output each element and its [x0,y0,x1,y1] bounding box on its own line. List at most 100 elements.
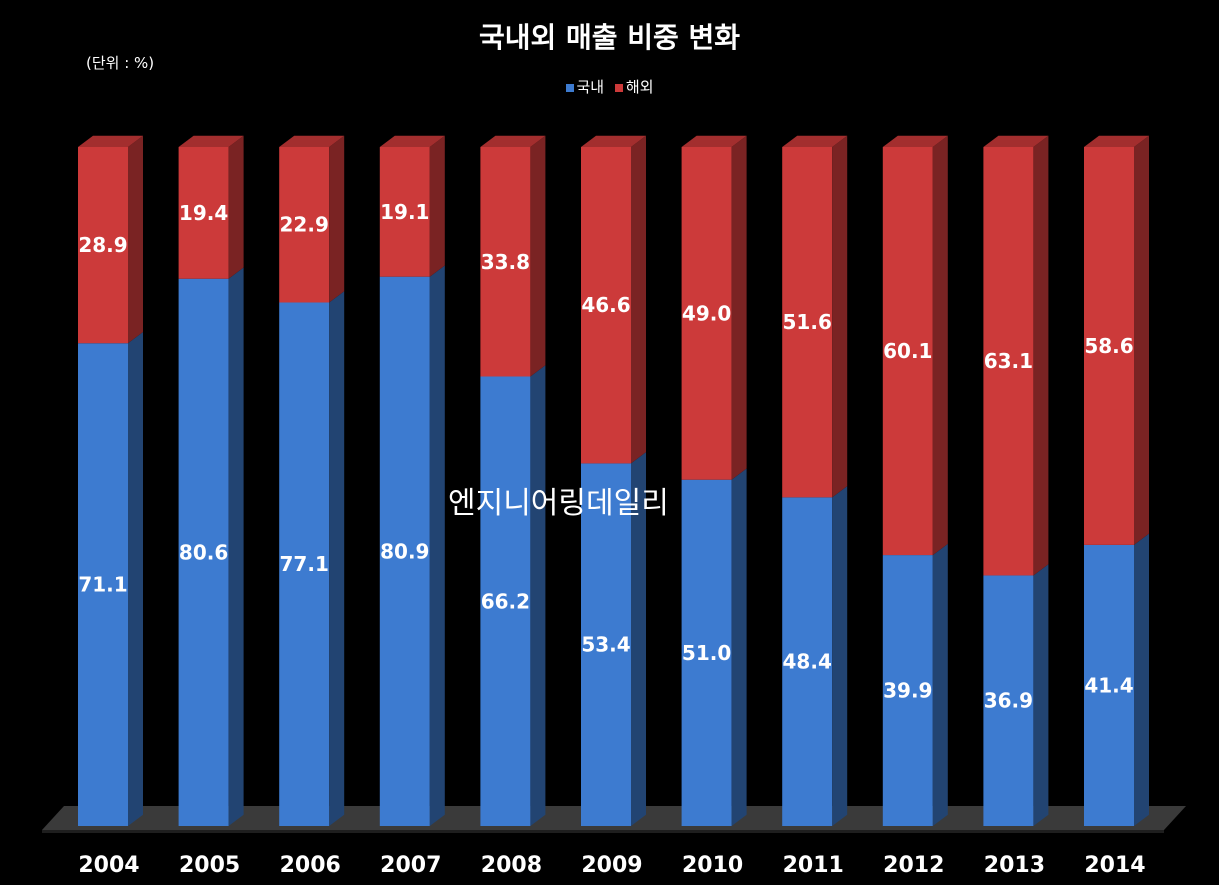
legend-swatch-overseas [614,83,623,92]
bar-overseas-side [631,135,646,464]
data-label-domestic: 77.1 [280,552,329,576]
bar-top [480,135,546,147]
bar-top [983,135,1049,147]
data-label-domestic: 36.9 [984,689,1033,713]
bar-top [178,135,244,147]
data-label-overseas: 58.6 [1084,334,1133,358]
bar-overseas-side [1033,135,1049,576]
data-label-overseas: 19.1 [380,200,429,224]
data-label-domestic: 80.9 [380,539,429,563]
bar-domestic [782,497,833,826]
bar-top [882,135,948,147]
bar-top [279,135,345,147]
bar-domestic [480,376,531,826]
data-label-domestic: 71.1 [78,573,127,597]
x-tick-label: 2004 [78,853,139,878]
bar-top [78,135,143,147]
bar-overseas-side [329,135,345,303]
bar-overseas-side [1134,135,1149,545]
bar-top [379,135,445,147]
bar-domestic [983,575,1034,826]
bar-domestic-side [631,452,646,826]
bar-domestic-side [832,486,848,826]
bar-overseas [782,147,833,498]
data-label-domestic: 48.4 [783,650,832,674]
bar-overseas [78,147,128,344]
bar-domestic [581,463,631,826]
data-label-overseas: 22.9 [280,213,329,237]
bar-domestic [178,278,229,826]
data-label-overseas: 60.1 [883,339,932,363]
bar-overseas-side [530,135,546,377]
data-label-overseas: 63.1 [984,349,1033,373]
watermark: 엔지니어링데일리 [448,486,669,521]
legend-item-domestic: 국내 [565,76,605,97]
bar-top [581,135,646,147]
data-label-overseas: 46.6 [581,293,630,317]
bar-overseas [983,147,1034,576]
bar-domestic [78,343,128,826]
bar-overseas [379,147,430,277]
bar-domestic-side [128,331,143,826]
x-tick-label: 2014 [1084,853,1145,878]
data-label-domestic: 80.6 [179,540,228,564]
legend-swatch-domestic [565,83,574,92]
bar-overseas-side [429,135,445,277]
data-label-overseas: 19.4 [179,201,228,225]
bar-overseas [681,147,732,480]
bar-domestic [882,555,933,826]
legend-label-overseas: 해외 [625,78,654,96]
bar-domestic-side [228,267,244,826]
x-tick-label: 2008 [481,853,542,878]
data-label-overseas: 33.8 [481,250,530,274]
bar-domestic [379,276,430,827]
x-tick-label: 2006 [280,853,341,878]
bar-overseas [882,147,933,556]
bar-domestic-side [329,291,345,827]
bar-domestic [279,302,330,827]
x-tick-label: 2013 [984,853,1045,878]
bar-overseas [1084,147,1134,545]
x-tick-label: 2011 [783,853,844,878]
bar-overseas-side [228,135,244,279]
x-tick-label: 2009 [581,853,642,878]
x-tick-label: 2005 [179,853,240,878]
legend: 국내 해외 [0,76,1219,97]
bar-domestic [1084,544,1134,826]
bar-domestic-side [530,365,546,826]
bar-domestic-side [429,265,445,827]
bar-top [681,135,747,147]
bar-domestic [681,479,732,826]
bar-overseas-side [832,135,848,498]
chart-floor-edge [42,830,1164,833]
legend-item-overseas: 해외 [614,76,654,97]
legend-label-domestic: 국내 [576,78,605,96]
x-tick-label: 2010 [682,853,743,878]
bar-overseas-side [932,135,948,556]
bar-overseas-side [731,135,747,480]
data-label-domestic: 41.4 [1084,673,1133,697]
chart-title: 국내외 매출 비중 변화 [478,21,741,54]
bar-overseas [581,147,631,464]
bar-domestic-side [932,543,948,826]
data-label-domestic: 39.9 [883,679,932,703]
data-label-domestic: 53.4 [581,633,630,657]
bar-overseas [178,147,229,279]
data-label-overseas: 51.6 [783,310,832,334]
x-tick-label: 2012 [883,853,944,878]
data-label-domestic: 51.0 [682,641,731,665]
x-tick-label: 2007 [380,853,441,878]
bar-overseas [480,147,531,377]
unit-note: (단위 : %) [86,54,155,72]
bar-domestic-side [1033,564,1049,826]
data-label-overseas: 28.9 [78,233,127,257]
bar-overseas-side [128,135,143,344]
bar-domestic-side [731,468,747,826]
data-label-domestic: 66.2 [481,589,530,613]
data-label-overseas: 49.0 [682,301,731,325]
bar-domestic-side [1134,533,1149,826]
bar-top [782,135,848,147]
bar-overseas [279,147,330,303]
bar-top [1084,135,1149,147]
